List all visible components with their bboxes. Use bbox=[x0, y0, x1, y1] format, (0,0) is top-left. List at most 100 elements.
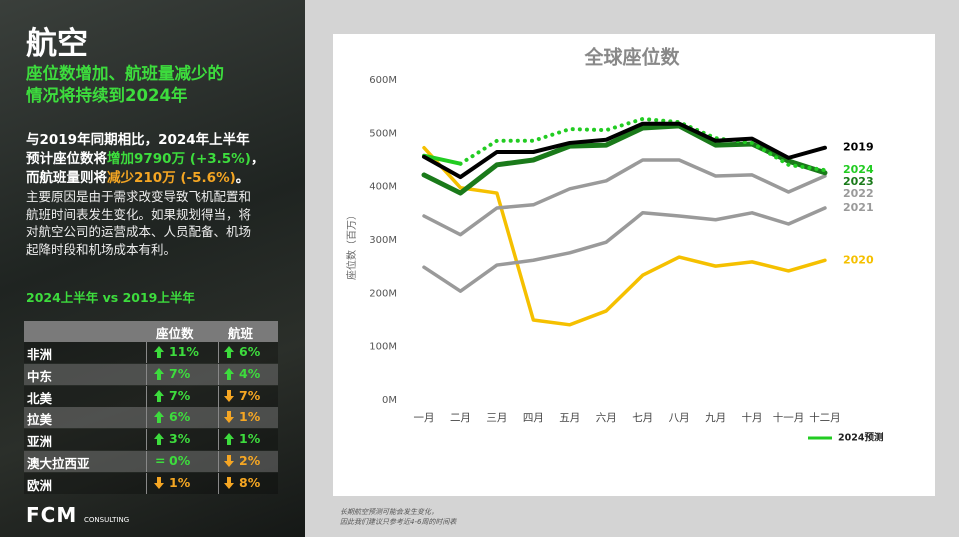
arrow-shape bbox=[154, 346, 164, 358]
chart-area bbox=[333, 34, 935, 496]
arrow-shape bbox=[154, 433, 164, 446]
series-label: 2019 bbox=[843, 141, 874, 154]
table-row: 澳大拉西亚 = 0% 2% bbox=[24, 451, 278, 472]
table-header: 座位数 航班 bbox=[24, 321, 278, 342]
highlight-line: 预计座位数将增加9790万 (+3.5%)， bbox=[26, 147, 264, 167]
highlight-line: 而航班量则将减少210万 (-5.6%)。 bbox=[26, 166, 249, 186]
y-tick-label: 400M bbox=[369, 182, 397, 193]
table-title: 2024上半年 vs 2019上半年 bbox=[26, 290, 195, 305]
flat-symbol: = bbox=[155, 453, 166, 468]
x-tick-label: 三月 bbox=[486, 412, 507, 424]
table-row: 北美 7% 7% bbox=[24, 385, 278, 407]
up-arrow bbox=[154, 367, 164, 380]
arrow-shape bbox=[224, 389, 234, 402]
separator bbox=[146, 363, 147, 385]
body-line: 主要原因是由于需求改变导致飞机配置和 bbox=[26, 189, 252, 204]
up-arrow bbox=[224, 346, 234, 358]
change-value: 3% bbox=[169, 431, 191, 447]
change-value: 4% bbox=[239, 365, 261, 381]
left-panel: 航空 座位数增加、航班量减少的 情况将持续到2024年 与2019年同期相比，2… bbox=[0, 0, 305, 537]
separator bbox=[218, 472, 219, 494]
separator bbox=[218, 342, 219, 363]
down-arrow bbox=[224, 411, 234, 424]
up-arrow bbox=[154, 346, 164, 358]
change-value: 11% bbox=[169, 344, 199, 359]
header-cell: 座位数 bbox=[156, 326, 194, 341]
text-run: 。 bbox=[235, 170, 250, 186]
body-line: 航班时间表发生变化。如果规划得当，将 bbox=[26, 206, 252, 222]
region: 亚洲 bbox=[27, 434, 53, 450]
arrow-shape bbox=[154, 411, 164, 424]
table-row: 欧洲 1% 8% bbox=[24, 472, 278, 494]
text-run: 与2019年同期相比，2024年上半年 bbox=[26, 132, 250, 148]
logo: FCM bbox=[26, 503, 78, 527]
panel-title: 航空 bbox=[26, 26, 88, 62]
subtitle: 情况将持续到2024年 bbox=[26, 86, 188, 105]
arrow-shape bbox=[224, 367, 234, 380]
series-line bbox=[422, 158, 827, 237]
logo-sub: CONSULTING bbox=[84, 516, 130, 524]
arrow-shape bbox=[154, 389, 164, 402]
y-tick-label: 200M bbox=[369, 288, 397, 299]
header-cell: 航班 bbox=[228, 326, 254, 341]
y-tick-label: 100M bbox=[369, 342, 397, 353]
arrow-shape bbox=[224, 346, 234, 358]
x-tick-label: 一月 bbox=[414, 412, 435, 424]
arrow-shape bbox=[224, 411, 234, 424]
forecast-line bbox=[458, 116, 827, 173]
series-line bbox=[422, 145, 827, 327]
arrow-shape bbox=[224, 433, 234, 446]
change-value: 6% bbox=[169, 409, 191, 425]
up-arrow bbox=[154, 433, 164, 446]
series-label: 2023 bbox=[843, 175, 874, 188]
separator bbox=[146, 342, 147, 363]
up-arrow bbox=[154, 411, 164, 424]
x-tick-label: 六月 bbox=[596, 412, 617, 424]
table-row: 拉美 6% 1% bbox=[24, 407, 278, 429]
region: 中东 bbox=[27, 368, 53, 384]
table-row: 亚洲 3% 1% bbox=[24, 429, 278, 451]
legend-label: 2024预测 bbox=[838, 432, 884, 444]
up-arrow bbox=[154, 389, 164, 402]
series-line bbox=[422, 153, 463, 166]
separator bbox=[218, 429, 219, 451]
series-label: 2020 bbox=[843, 253, 874, 266]
change-value: 8% bbox=[239, 474, 261, 490]
series-line bbox=[422, 206, 827, 293]
separator bbox=[218, 451, 219, 472]
x-tick-label: 四月 bbox=[523, 412, 544, 424]
x-tick-label: 十月 bbox=[742, 411, 763, 424]
body-line: 对航空公司的运营成本、人员配备、机场 bbox=[26, 224, 252, 239]
x-tick-label: 八月 bbox=[669, 412, 690, 424]
table-row: 中东 7% 4% bbox=[24, 363, 278, 385]
text-run: 预计座位数将 bbox=[26, 151, 107, 167]
arrow-shape bbox=[224, 476, 234, 489]
y-tick-label: 500M bbox=[369, 128, 397, 139]
footnote: 长期航空预测可能会发生变化， bbox=[340, 508, 438, 516]
region: 澳大拉西亚 bbox=[27, 456, 90, 471]
subtitle: 座位数增加、航班量减少的 bbox=[26, 64, 224, 83]
change-value: 7% bbox=[239, 387, 261, 403]
highlight-line: 与2019年同期相比，2024年上半年 bbox=[26, 128, 250, 148]
text-run: 而航班量则将 bbox=[26, 170, 107, 186]
body-line: 起降时段和机场成本有利。 bbox=[26, 241, 177, 257]
y-axis-label: 座位数（百万） bbox=[345, 210, 358, 280]
change-value: 1% bbox=[239, 409, 261, 425]
text-run: 减少210万 (-5.6%) bbox=[107, 170, 236, 186]
region: 欧洲 bbox=[27, 477, 53, 493]
x-tick-label: 五月 bbox=[559, 412, 580, 424]
separator bbox=[218, 363, 219, 385]
region: 拉美 bbox=[27, 412, 53, 428]
change-value: 7% bbox=[169, 365, 191, 381]
down-arrow bbox=[224, 455, 234, 467]
down-arrow bbox=[154, 476, 164, 489]
x-tick-label: 十二月 bbox=[809, 411, 841, 424]
y-tick-label: 300M bbox=[369, 235, 397, 246]
series-label: 2024 bbox=[843, 163, 874, 176]
x-tick-label: 七月 bbox=[632, 412, 653, 424]
separator bbox=[146, 385, 147, 407]
chart-title: 全球座位数 bbox=[583, 46, 680, 69]
x-tick-label: 十一月 bbox=[773, 411, 805, 424]
up-arrow bbox=[224, 433, 234, 446]
